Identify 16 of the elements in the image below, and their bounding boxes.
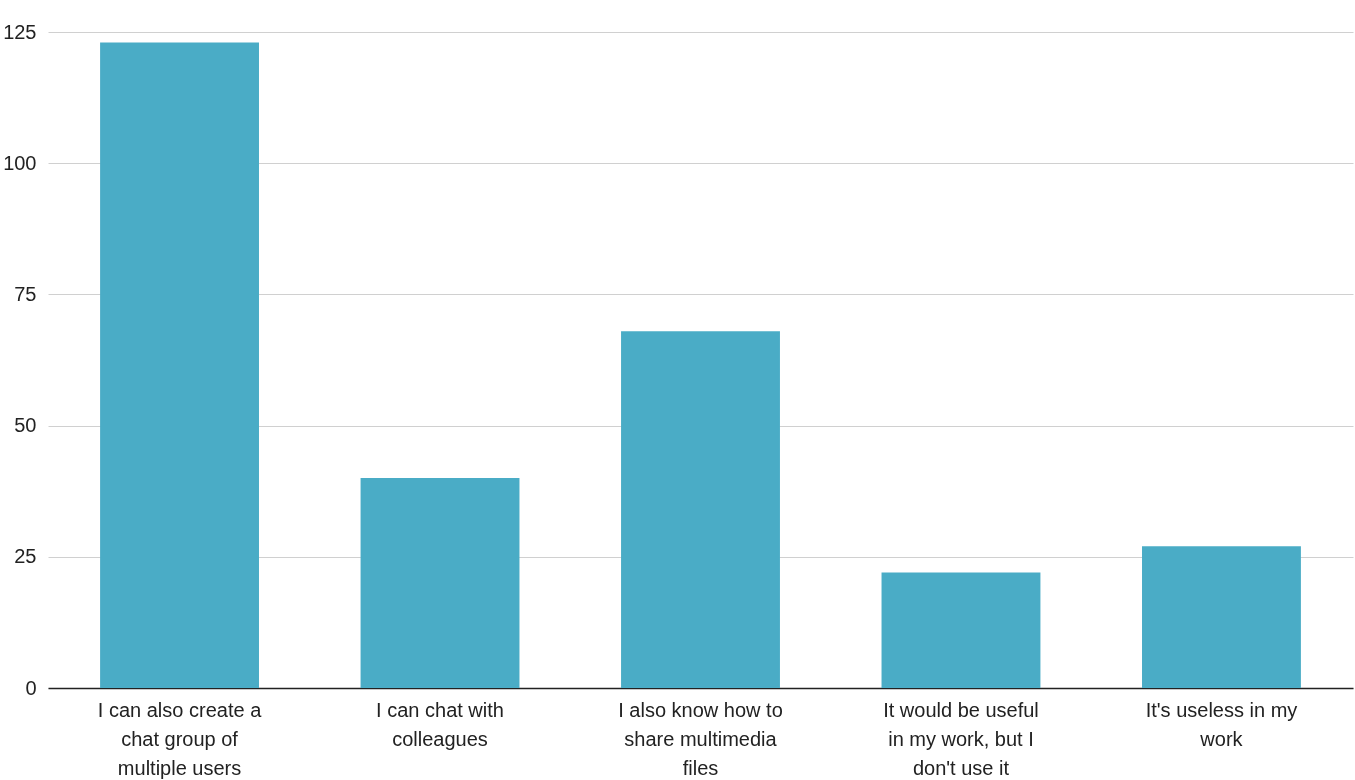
bar bbox=[100, 42, 259, 688]
y-tick-label: 75 bbox=[14, 282, 37, 305]
bar bbox=[1142, 546, 1301, 688]
y-tick-label: 125 bbox=[3, 20, 37, 43]
y-tick-label: 0 bbox=[25, 676, 37, 699]
x-tick-label: It would be useful in my work, but I don't use it bbox=[883, 698, 1039, 779]
y-tick-label: 25 bbox=[14, 545, 37, 568]
y-tick-label: 50 bbox=[14, 414, 37, 437]
bar bbox=[360, 478, 520, 688]
x-tick-label: I also know how to share multimedia files bbox=[618, 698, 783, 779]
bar bbox=[621, 331, 780, 688]
y-tick-label: 100 bbox=[3, 151, 37, 174]
x-tick-label: I can chat with colleagues bbox=[376, 698, 504, 750]
x-tick-label: It's useless in my work bbox=[1145, 698, 1298, 750]
bar bbox=[881, 572, 1041, 688]
x-tick-label: I can also create a chat group of multiple users bbox=[97, 698, 263, 779]
